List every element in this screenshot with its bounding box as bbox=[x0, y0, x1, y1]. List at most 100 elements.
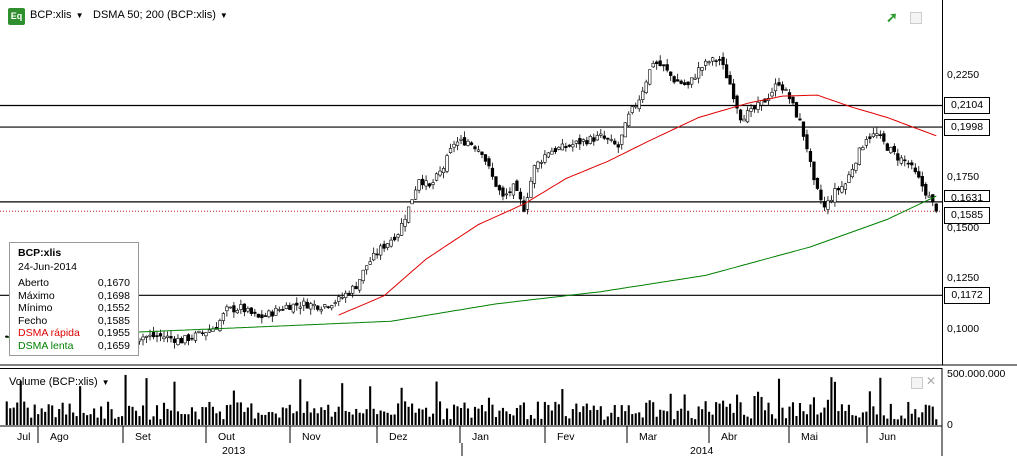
volume-bar bbox=[407, 406, 410, 425]
restore-icon[interactable] bbox=[911, 377, 923, 389]
volume-bar bbox=[93, 408, 96, 425]
candle-body bbox=[606, 137, 610, 140]
volume-bar bbox=[428, 416, 431, 425]
volume-bar bbox=[107, 401, 110, 425]
info-row-value: 0,1552 bbox=[97, 302, 130, 315]
volume-bar bbox=[159, 419, 162, 425]
volume-bar bbox=[886, 418, 889, 425]
volume-bar bbox=[522, 402, 525, 425]
volume-bar bbox=[295, 411, 298, 425]
candle-body bbox=[382, 243, 386, 249]
candle-body bbox=[511, 183, 516, 196]
volume-bar bbox=[889, 403, 892, 425]
candle-body bbox=[934, 203, 938, 212]
candle-body bbox=[728, 75, 732, 85]
candle-body bbox=[868, 136, 872, 139]
price-level-label: 0,1631 bbox=[944, 189, 990, 202]
dropdown-arrow-icon: ▼ bbox=[75, 11, 84, 20]
candle-body bbox=[780, 84, 785, 91]
month-label: Jun bbox=[879, 431, 896, 443]
volume-bar bbox=[344, 410, 347, 425]
year-label: 2013 bbox=[222, 445, 246, 457]
volume-bar bbox=[274, 413, 277, 425]
candle-body bbox=[337, 296, 341, 302]
volume-bar bbox=[117, 416, 120, 425]
volume-bar bbox=[858, 417, 861, 425]
candle-body bbox=[672, 76, 676, 83]
candle-body bbox=[309, 303, 313, 310]
trend-arrow-icon[interactable]: ➚ bbox=[886, 9, 898, 25]
candle-body bbox=[906, 162, 910, 165]
symbol-selector[interactable]: BCP:xlis ▼ bbox=[30, 9, 83, 21]
month-label: Out bbox=[218, 431, 235, 443]
candle-body bbox=[235, 309, 240, 314]
volume-bar bbox=[718, 403, 721, 425]
volume-bar bbox=[645, 402, 648, 425]
volume-bar bbox=[421, 409, 424, 425]
candle-body bbox=[333, 302, 337, 304]
volume-bar bbox=[89, 414, 92, 425]
candle-body bbox=[634, 105, 638, 108]
volume-bar bbox=[746, 416, 749, 425]
volume-bar bbox=[893, 419, 896, 425]
close-icon[interactable]: ✕ bbox=[926, 374, 937, 388]
candle-body bbox=[924, 183, 928, 196]
volume-bar bbox=[753, 396, 756, 425]
month-label: Set bbox=[135, 431, 151, 443]
candle-body bbox=[469, 142, 474, 145]
maximize-icon[interactable] bbox=[910, 12, 922, 24]
volume-bar bbox=[519, 405, 522, 425]
volume-selector[interactable]: Volume (BCP:xlis) ▼ bbox=[9, 376, 110, 388]
candle-body bbox=[165, 335, 170, 338]
volume-bar bbox=[145, 378, 148, 425]
indicator-selector[interactable]: DSMA 50; 200 (BCP:xlis) ▼ bbox=[93, 9, 228, 21]
volume-bar bbox=[917, 417, 920, 425]
info-row-label: DSMA rápida bbox=[18, 327, 80, 340]
volume-axis-label-max: 500.000.000 bbox=[947, 368, 1006, 380]
candle-body bbox=[829, 199, 834, 202]
volume-bar bbox=[40, 408, 43, 425]
volume-bar bbox=[309, 412, 312, 425]
candle-body bbox=[497, 185, 502, 191]
candle-body bbox=[295, 302, 299, 306]
candle-body bbox=[840, 186, 844, 193]
volume-bar bbox=[439, 401, 442, 425]
candle-body bbox=[686, 81, 690, 86]
volume-bar bbox=[452, 404, 456, 425]
volume-bar bbox=[722, 400, 725, 425]
candle-body bbox=[396, 234, 400, 238]
volume-bar bbox=[358, 412, 361, 425]
volume-bar bbox=[288, 404, 291, 425]
equity-icon[interactable]: Eq bbox=[8, 8, 25, 25]
candle-body bbox=[218, 320, 222, 331]
candle-body bbox=[365, 265, 369, 271]
volume-bar bbox=[935, 419, 938, 425]
month-label: Jul bbox=[17, 431, 31, 443]
volume-bar bbox=[51, 405, 54, 425]
volume-bar bbox=[190, 407, 193, 425]
volume-bar bbox=[662, 410, 665, 425]
candle-body bbox=[913, 167, 917, 173]
candle-body bbox=[616, 144, 620, 148]
candle-body bbox=[529, 180, 533, 198]
candle-body bbox=[648, 69, 652, 85]
volume-bar bbox=[606, 416, 609, 425]
chart-header: Eq BCP:xlis ▼ DSMA 50; 200 (BCP:xlis) ▼ ➚ bbox=[0, 0, 942, 34]
candle-body bbox=[738, 109, 743, 121]
volume-bar bbox=[148, 419, 152, 425]
volume-bar bbox=[75, 416, 78, 425]
volume-bar bbox=[404, 401, 407, 425]
price-level-label: 0,2104 bbox=[944, 97, 990, 115]
candle-body bbox=[808, 151, 813, 162]
candle-body bbox=[875, 133, 879, 136]
volume-bar bbox=[498, 410, 501, 425]
volume-bar bbox=[655, 416, 658, 425]
candle-body bbox=[724, 64, 729, 79]
volume-bar bbox=[826, 399, 829, 425]
volume-bar bbox=[260, 414, 263, 425]
volume-bar bbox=[557, 404, 560, 425]
candle-body bbox=[651, 63, 655, 68]
volume-bar bbox=[155, 405, 159, 425]
candle-body bbox=[490, 167, 495, 177]
volume-bar bbox=[767, 402, 770, 425]
